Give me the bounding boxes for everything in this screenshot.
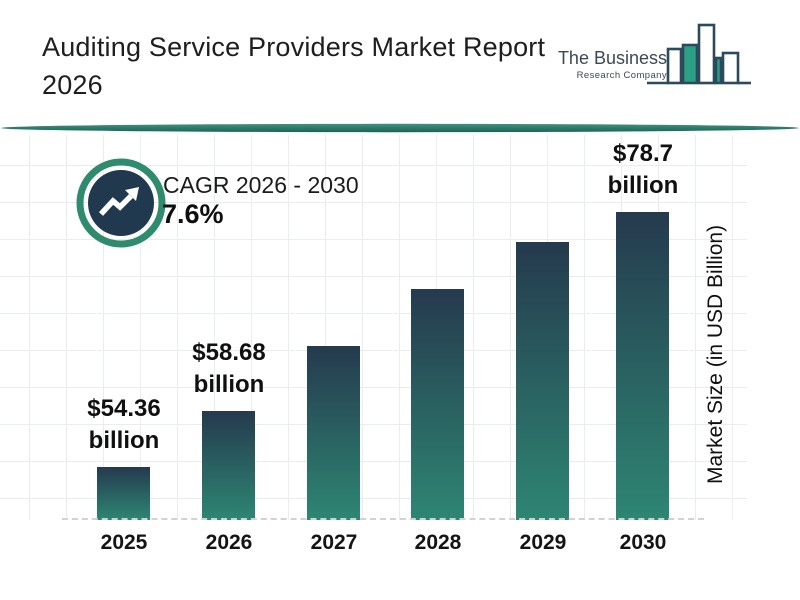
header-divider [1, 123, 799, 133]
bar-value-label-2025: $54.36 billion [54, 393, 194, 457]
logo-company-subtitle: Research Company [576, 70, 667, 81]
company-logo-bars-icon [647, 23, 751, 85]
bar-value-2025: $54.36 [87, 395, 161, 422]
bar-2028 [411, 289, 464, 520]
bar-value-label-2030: $78.7 billion [573, 138, 713, 202]
bar-2027 [307, 346, 360, 520]
bar-2025 [97, 467, 150, 520]
bar-2029 [516, 242, 569, 520]
bar-group-2029 [473, 135, 613, 520]
cagr-value: 7.6% [162, 199, 224, 229]
page-title-line2: 2026 [42, 70, 103, 100]
bar-unit-2026: billion [193, 371, 265, 398]
bar-value-2026: $58.68 [192, 339, 266, 366]
y-axis-label: Market Size (in USD Billion) [704, 224, 727, 484]
bar-unit-2025: billion [88, 427, 160, 454]
bar-group-2030: $78.7 billion [573, 135, 713, 520]
x-tick-2027: 2027 [310, 531, 358, 554]
x-tick-2029: 2029 [519, 531, 567, 554]
x-tick-2028: 2028 [414, 531, 462, 554]
logo-company-name: The Business [557, 48, 667, 68]
bar-group-2025: $54.36 billion [54, 135, 194, 520]
x-axis-baseline [62, 518, 704, 520]
bar-group-2027 [264, 135, 404, 520]
bar-group-2028 [368, 135, 508, 520]
bar-group-2026: $58.68 billion [159, 135, 299, 520]
bar-2026 [202, 411, 255, 520]
x-tick-2026: 2026 [205, 531, 253, 554]
page-title: Auditing Service Providers Market Report… [42, 28, 582, 104]
page-title-line1: Auditing Service Providers Market Report [42, 32, 546, 62]
x-tick-2030: 2030 [619, 531, 667, 554]
cagr-period-label: CAGR 2026 - 2030 [163, 172, 359, 198]
x-tick-2025: 2025 [100, 531, 148, 554]
bar-unit-2030: billion [607, 172, 679, 199]
bar-2030 [616, 212, 669, 520]
bar-value-label-2026: $58.68 billion [159, 337, 299, 401]
bar-value-2030: $78.7 [612, 140, 674, 167]
growth-trend-icon [76, 158, 166, 248]
